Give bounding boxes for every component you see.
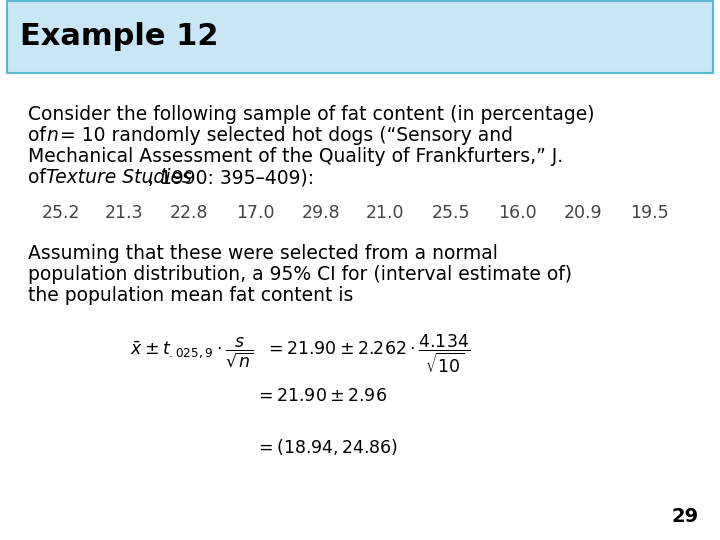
FancyBboxPatch shape bbox=[7, 1, 713, 73]
Text: 29: 29 bbox=[671, 508, 698, 526]
Text: 21.0: 21.0 bbox=[366, 204, 405, 222]
Text: = 10 randomly selected hot dogs (“Sensory and: = 10 randomly selected hot dogs (“Sensor… bbox=[54, 126, 513, 145]
Text: Texture Studies: Texture Studies bbox=[46, 168, 192, 187]
Text: Consider the following sample of fat content (in percentage): Consider the following sample of fat con… bbox=[28, 105, 595, 124]
Text: 17.0: 17.0 bbox=[236, 204, 274, 222]
Text: 25.5: 25.5 bbox=[432, 204, 470, 222]
Text: $= 21.90 \pm 2.96$: $= 21.90 \pm 2.96$ bbox=[255, 387, 387, 405]
Text: Mechanical Assessment of the Quality of Frankfurters,” J.: Mechanical Assessment of the Quality of … bbox=[28, 147, 563, 166]
Text: of: of bbox=[28, 168, 52, 187]
Text: Example 12: Example 12 bbox=[20, 23, 219, 51]
Text: Assuming that these were selected from a normal: Assuming that these were selected from a… bbox=[28, 244, 498, 263]
Text: 29.8: 29.8 bbox=[302, 204, 341, 222]
Text: of: of bbox=[28, 126, 52, 145]
Text: population distribution, a 95% CI for (interval estimate of): population distribution, a 95% CI for (i… bbox=[28, 265, 572, 284]
Text: the population mean fat content is: the population mean fat content is bbox=[28, 286, 354, 305]
Text: 19.5: 19.5 bbox=[630, 204, 669, 222]
Text: $\bar{x} \pm t_{.025,9} \cdot \dfrac{s}{\sqrt{n}}$$\ \ = 21.90 \pm 2.262 \cdot \: $\bar{x} \pm t_{.025,9} \cdot \dfrac{s}{… bbox=[130, 332, 470, 375]
Text: 21.3: 21.3 bbox=[105, 204, 143, 222]
Text: n: n bbox=[46, 126, 58, 145]
Text: 20.9: 20.9 bbox=[564, 204, 603, 222]
Text: 25.2: 25.2 bbox=[42, 204, 81, 222]
Text: , 1990: 395–409):: , 1990: 395–409): bbox=[148, 168, 314, 187]
Text: 22.8: 22.8 bbox=[170, 204, 209, 222]
Text: $= (18.94, 24.86)$: $= (18.94, 24.86)$ bbox=[255, 437, 398, 457]
Text: 16.0: 16.0 bbox=[498, 204, 536, 222]
